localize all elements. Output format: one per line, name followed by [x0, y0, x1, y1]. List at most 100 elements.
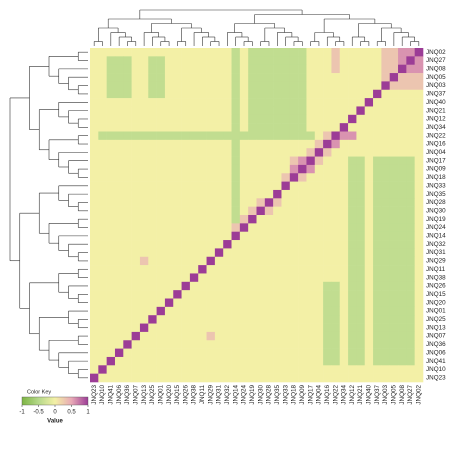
heatmap-cell: [406, 48, 415, 57]
heatmap-cell: [181, 248, 191, 258]
heatmap-cell: [289, 56, 299, 65]
heatmap-cell: [339, 315, 349, 324]
colorbar: [21, 396, 89, 406]
heatmap-cell: [314, 256, 324, 266]
heatmap-cell: [281, 64, 291, 74]
heatmap-cell: [106, 206, 116, 216]
heatmap-cell: [231, 281, 241, 291]
heatmap-cell: [139, 106, 149, 116]
heatmap-cell: [156, 348, 166, 358]
heatmap-cell: [123, 273, 132, 283]
heatmap-cell: [131, 73, 141, 82]
heatmap-cell: [281, 356, 291, 366]
heatmap-cell: [198, 240, 207, 249]
heatmap-cell: [348, 114, 357, 124]
heatmap-cell: [256, 164, 266, 174]
heatmap-cell: [264, 206, 274, 216]
heatmap-cell: [98, 198, 107, 207]
heatmap-cell: [339, 365, 349, 374]
heatmap-cell: [164, 256, 174, 266]
heatmap-cell: [189, 148, 199, 157]
heatmap-cell: [314, 240, 324, 249]
heatmap-cell: [314, 148, 324, 157]
heatmap-cell: [256, 64, 266, 74]
heatmap-cell: [273, 56, 282, 65]
col-label: JNQ24: [241, 385, 248, 405]
heatmap-cell: [114, 81, 124, 91]
heatmap-cell: [256, 365, 266, 374]
heatmap-cell: [314, 223, 324, 232]
heatmap-cell: [181, 181, 191, 191]
heatmap-cell: [214, 265, 224, 274]
heatmap-cell: [323, 164, 332, 174]
heatmap-cell: [198, 48, 207, 57]
heatmap-cell: [98, 323, 107, 333]
heatmap-cell: [373, 198, 382, 207]
heatmap-cell: [98, 123, 107, 132]
heatmap-cell: [289, 156, 299, 166]
heatmap-cell: [114, 331, 124, 341]
heatmap-cell: [331, 231, 341, 241]
heatmap-cell: [98, 331, 107, 341]
heatmap-cell: [156, 331, 166, 341]
heatmap-cell: [248, 281, 257, 291]
heatmap-cell: [389, 164, 399, 174]
heatmap-cell: [248, 98, 257, 107]
heatmap-cell: [298, 365, 307, 374]
heatmap-cell: [348, 131, 357, 141]
heatmap-cell: [131, 123, 141, 132]
heatmap-cell: [306, 315, 316, 324]
heatmap-cell: [356, 315, 366, 324]
heatmap-cell: [90, 131, 99, 141]
heatmap-cell: [389, 48, 399, 57]
heatmap-cell: [281, 131, 291, 141]
col-label: JNQ38: [191, 385, 198, 405]
heatmap-cell: [139, 139, 149, 149]
heatmap-cell: [406, 98, 415, 107]
heatmap-cell: [389, 114, 399, 124]
heatmap-cell: [139, 356, 149, 366]
heatmap-cell: [323, 356, 332, 366]
heatmap-cell: [181, 231, 191, 241]
heatmap-cell: [131, 306, 141, 316]
heatmap-cell: [348, 331, 357, 341]
row-label: JNQ05: [426, 74, 446, 81]
heatmap-cell: [156, 56, 166, 65]
heatmap-cell: [389, 181, 399, 191]
heatmap-cell: [356, 56, 366, 65]
heatmap-cell: [331, 206, 341, 216]
heatmap-cell: [339, 164, 349, 174]
heatmap-cell: [123, 231, 132, 241]
heatmap-cell: [364, 131, 374, 141]
heatmap-cell: [298, 256, 307, 266]
heatmap-cell: [314, 173, 324, 182]
heatmap-cell: [389, 81, 399, 91]
heatmap-cell: [273, 248, 282, 258]
heatmap-cell: [189, 206, 199, 216]
heatmap-cell: [181, 189, 191, 199]
heatmap-cell: [331, 223, 341, 232]
row-label: JNQ03: [426, 82, 446, 89]
heatmap-cell: [114, 198, 124, 207]
heatmap-cell: [348, 139, 357, 149]
heatmap-cell: [406, 173, 415, 182]
heatmap-cell: [414, 123, 424, 132]
heatmap-cell: [323, 73, 332, 82]
heatmap-cell: [248, 365, 257, 374]
heatmap-cell: [139, 181, 149, 191]
heatmap-cell: [306, 248, 316, 258]
heatmap-cell: [289, 181, 299, 191]
heatmap-cell: [189, 131, 199, 141]
heatmap-cell: [206, 89, 216, 99]
heatmap-cell: [398, 73, 407, 82]
heatmap-cell: [239, 89, 249, 99]
heatmap-cell: [364, 81, 374, 91]
heatmap-cell: [273, 340, 282, 349]
row-label: JNQ29: [426, 258, 446, 265]
heatmap-cell: [139, 223, 149, 232]
heatmap-cell: [273, 114, 282, 124]
heatmap-cell: [198, 348, 207, 358]
heatmap-cell: [414, 298, 424, 308]
heatmap-cell: [131, 131, 141, 141]
heatmap-cell: [414, 281, 424, 291]
